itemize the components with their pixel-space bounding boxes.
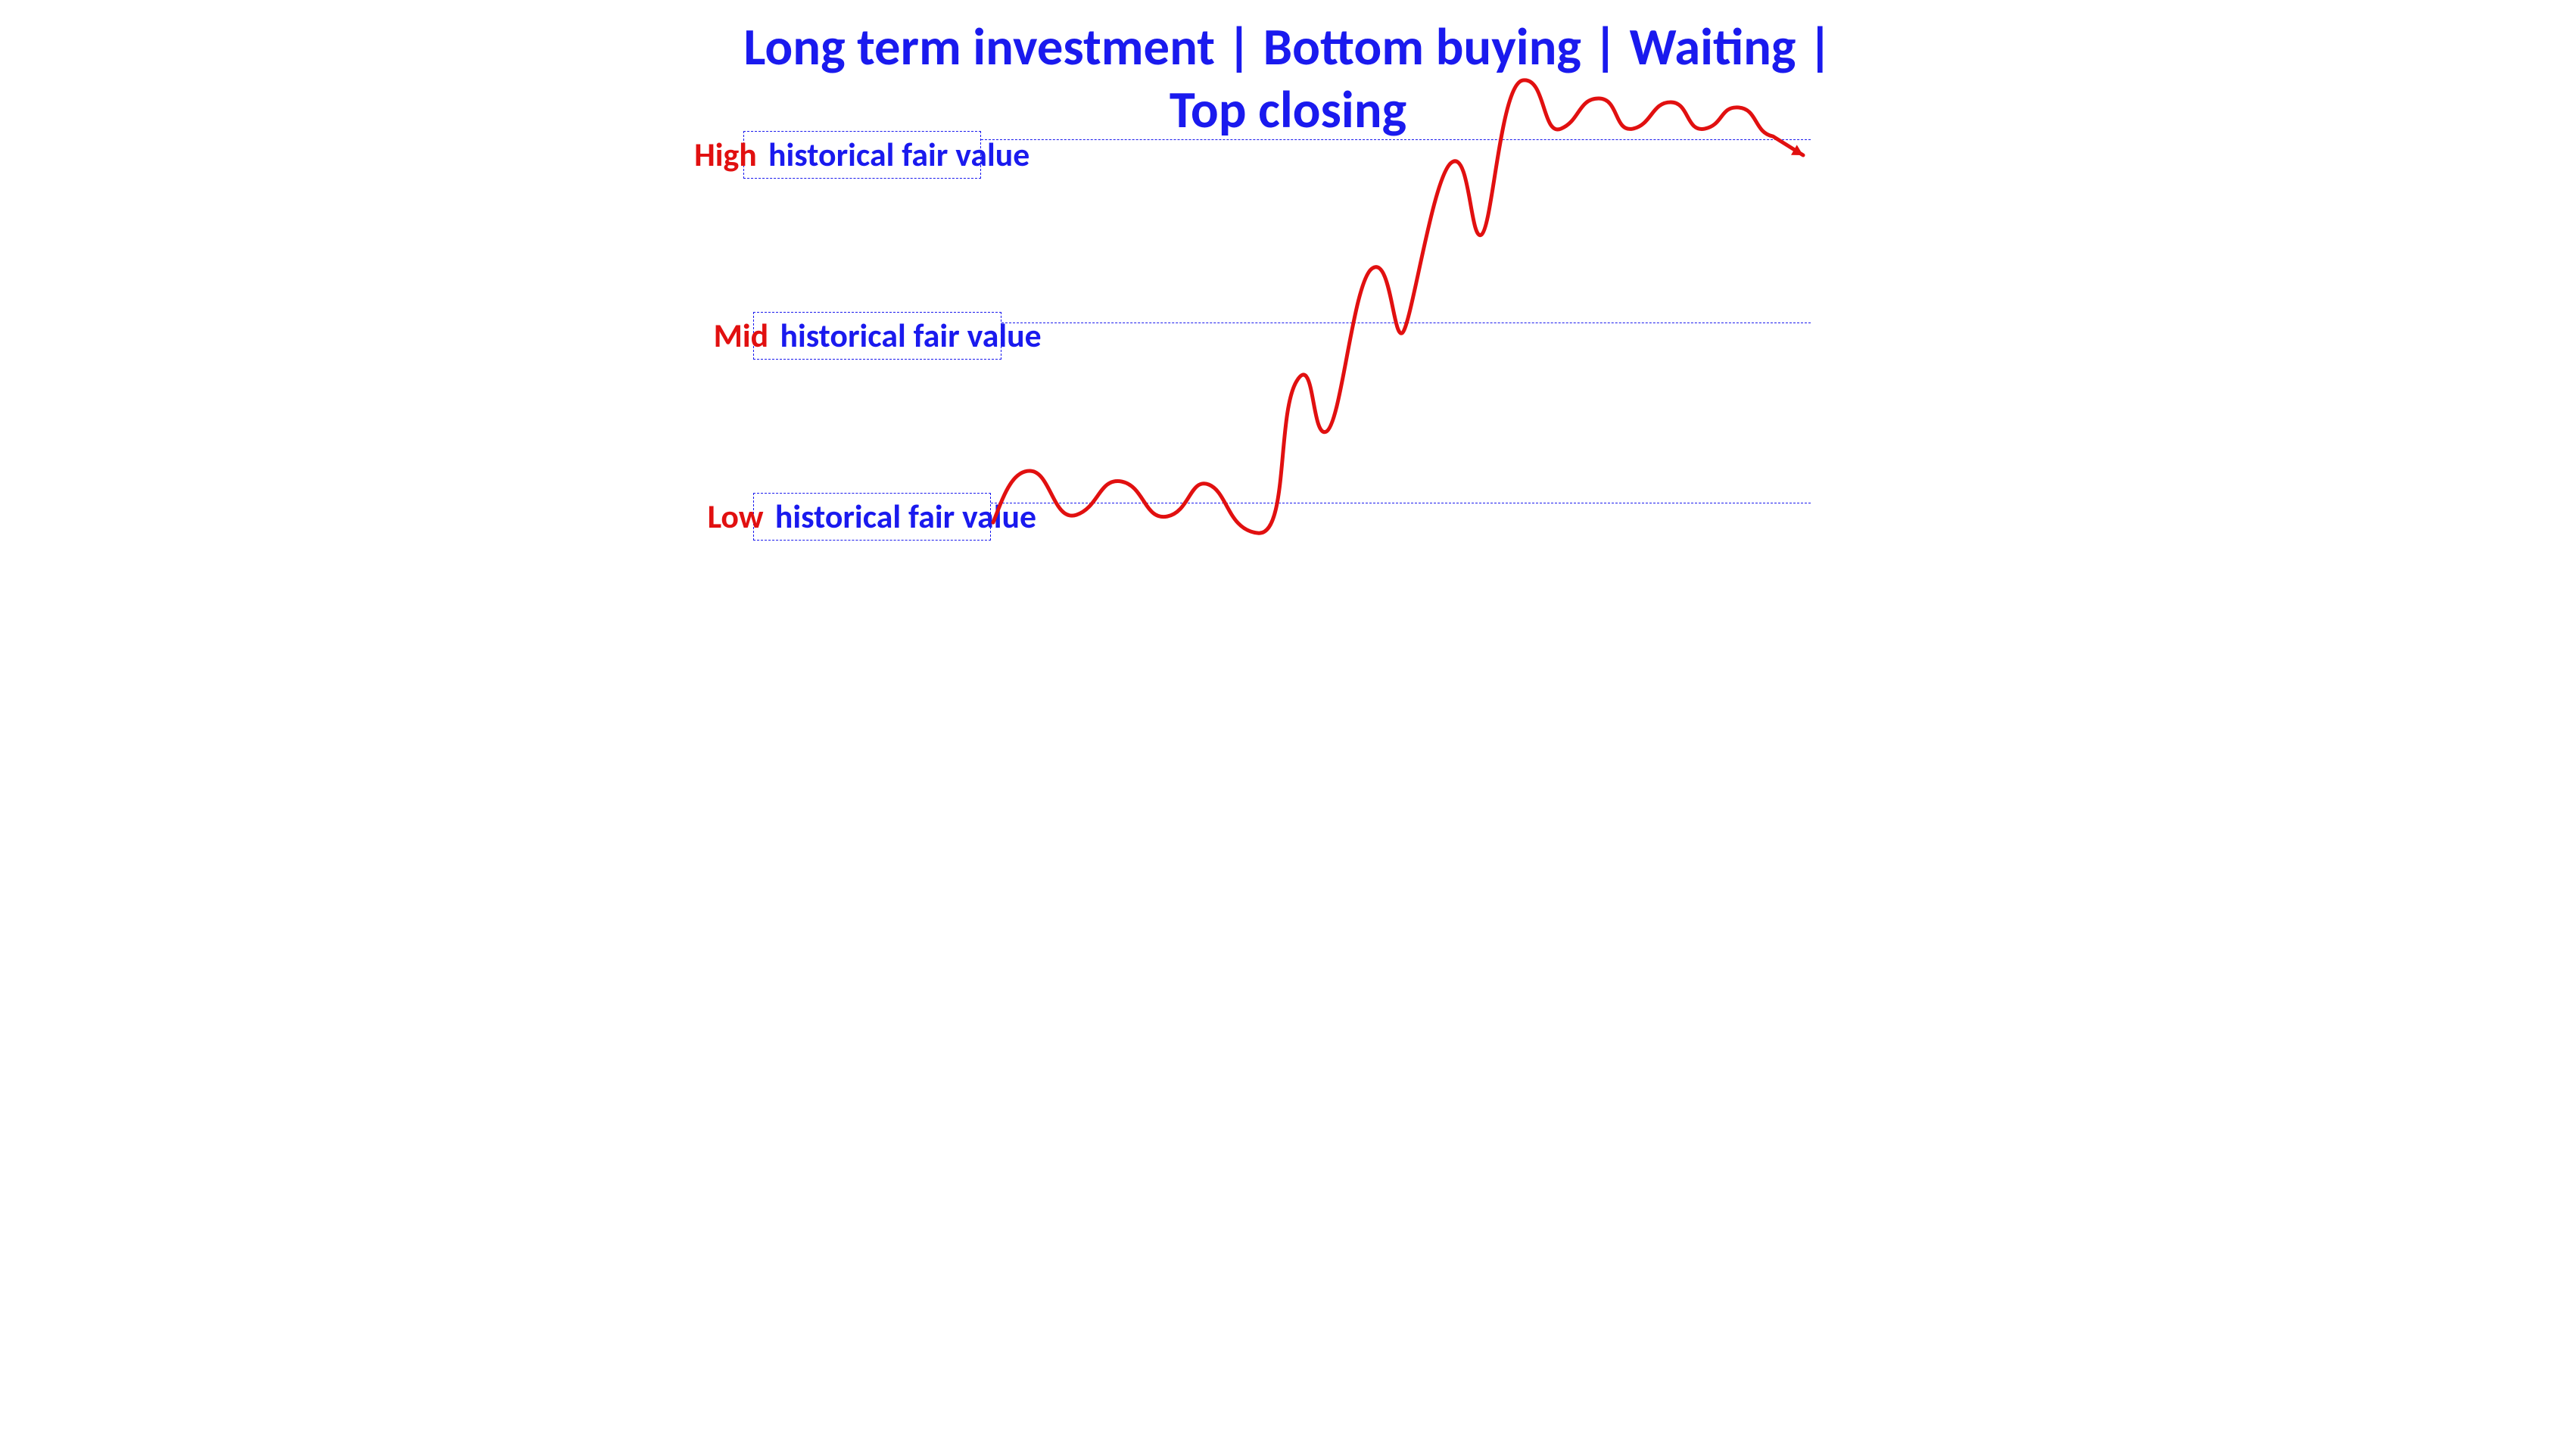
price-curve-path [993,80,1803,533]
diagram-canvas: Long term investment | Bottom buying | W… [736,0,1841,622]
price-curve [736,0,1841,622]
